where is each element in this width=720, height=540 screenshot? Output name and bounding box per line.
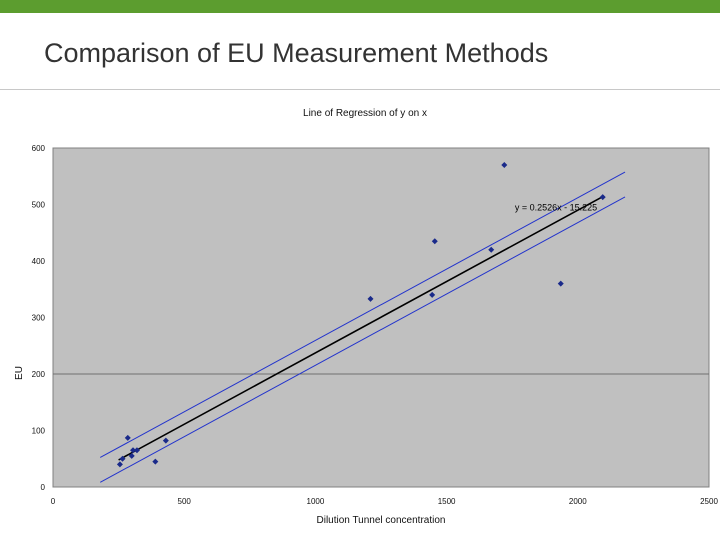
x-tick-label: 500 bbox=[178, 497, 192, 506]
data-point bbox=[367, 295, 374, 302]
data-points bbox=[116, 161, 606, 468]
y-axis-label: EU bbox=[14, 366, 25, 380]
y-tick-label: 500 bbox=[32, 201, 46, 210]
data-point bbox=[599, 194, 606, 201]
x-axis-ticks: 0 500 1000 1500 2000 2500 bbox=[51, 497, 719, 506]
y-axis-ticks: 0 100 200 300 400 500 600 bbox=[32, 144, 46, 492]
data-point bbox=[133, 447, 140, 454]
y-tick-label: 100 bbox=[32, 427, 46, 436]
regression-line bbox=[118, 195, 605, 461]
data-point bbox=[431, 238, 438, 245]
data-point bbox=[162, 437, 169, 444]
y-tick-label: 200 bbox=[32, 370, 46, 379]
x-tick-label: 1000 bbox=[307, 497, 325, 506]
data-point bbox=[557, 280, 564, 287]
top-accent-bar bbox=[0, 0, 720, 13]
regression-chart: Line of Regression of y on x 0 500 1000 150… bbox=[14, 108, 719, 526]
confidence-band-lower bbox=[99, 196, 626, 483]
data-point bbox=[429, 291, 436, 298]
slide-title: Comparison of EU Measurement Methods bbox=[44, 38, 549, 68]
regression-equation: y = 0.2526x - 15.225 bbox=[515, 203, 597, 213]
data-point bbox=[152, 458, 159, 465]
data-point bbox=[488, 246, 495, 253]
title-divider bbox=[0, 89, 720, 90]
x-tick-label: 2500 bbox=[700, 497, 718, 506]
y-tick-label: 300 bbox=[32, 314, 46, 323]
data-point bbox=[116, 461, 123, 468]
data-point bbox=[501, 161, 508, 168]
y-tick-label: 600 bbox=[32, 144, 46, 153]
data-point bbox=[124, 434, 131, 441]
y-tick-label: 0 bbox=[41, 483, 46, 492]
x-tick-label: 1500 bbox=[438, 497, 456, 506]
regression-line-group bbox=[118, 195, 605, 461]
data-point bbox=[119, 455, 126, 462]
data-point bbox=[130, 447, 137, 454]
x-tick-label: 2000 bbox=[569, 497, 587, 506]
data-point bbox=[128, 452, 135, 459]
x-tick-label: 0 bbox=[51, 497, 56, 506]
y-tick-label: 400 bbox=[32, 257, 46, 266]
x-axis-label: Dilution Tunnel concentration bbox=[317, 515, 446, 526]
confidence-bands bbox=[99, 171, 626, 483]
chart-title: Line of Regression of y on x bbox=[303, 108, 427, 119]
confidence-band-upper bbox=[99, 171, 626, 458]
